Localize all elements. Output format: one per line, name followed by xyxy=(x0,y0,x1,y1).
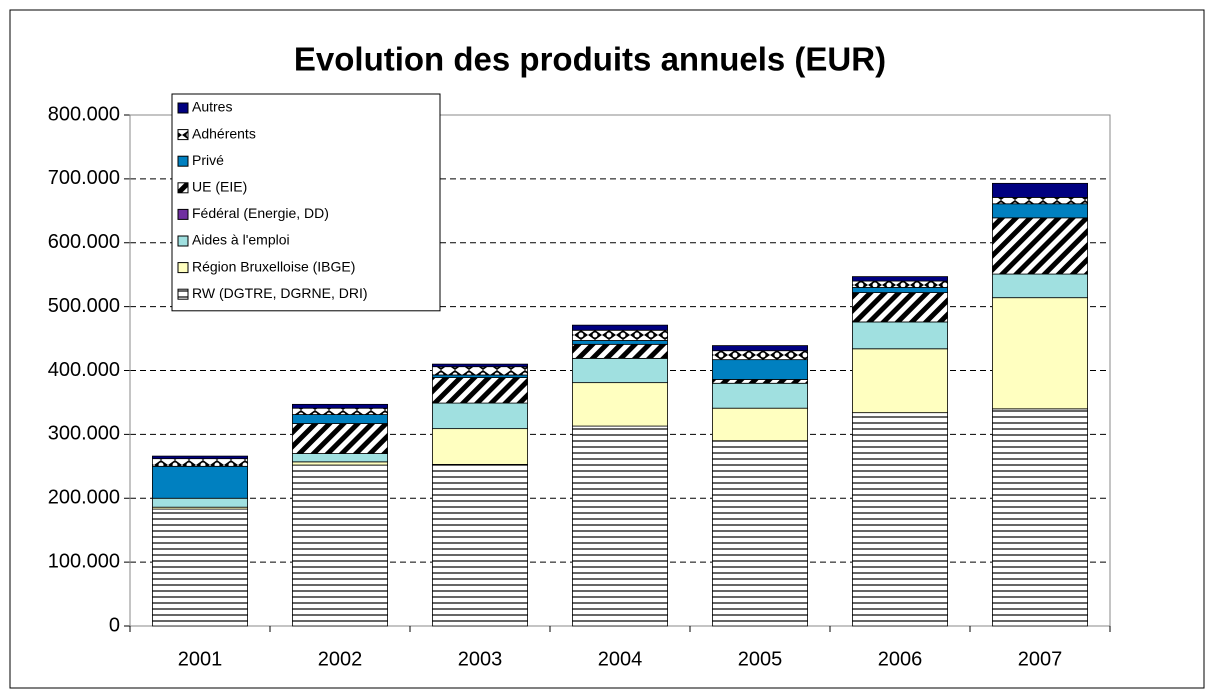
x-tick-label: 2007 xyxy=(1018,648,1063,670)
legend-label: Fédéral (Energie, DD) xyxy=(192,205,329,221)
bar-segment xyxy=(291,403,388,409)
bar-segment xyxy=(992,196,1089,205)
bar-segment xyxy=(852,292,949,323)
bar-segment xyxy=(151,497,248,508)
legend-swatch xyxy=(177,155,189,167)
chart-title: Evolution des produits annuels (EUR) xyxy=(294,41,886,78)
bar-segment xyxy=(992,297,1089,410)
bar-segment xyxy=(291,407,388,415)
legend-label: Région Bruxelloise (IBGE) xyxy=(192,258,355,274)
bar-segment xyxy=(572,340,669,345)
y-tick-label: 300.000 xyxy=(48,423,120,445)
bar-segment xyxy=(151,465,248,499)
bar-segment xyxy=(852,412,949,627)
y-tick-label: 500.000 xyxy=(48,295,120,317)
x-tick-label: 2006 xyxy=(878,648,923,670)
x-tick-label: 2005 xyxy=(738,648,783,670)
bar-segment xyxy=(572,343,669,359)
bar-segment xyxy=(431,463,528,627)
y-tick-label: 700.000 xyxy=(48,167,120,189)
bar-segment xyxy=(712,379,809,384)
bar-segment xyxy=(712,350,809,361)
bar-segment xyxy=(431,363,528,368)
bar-segment xyxy=(431,366,528,376)
legend-swatch xyxy=(177,262,189,274)
legend-label: UE (EIE) xyxy=(192,179,247,195)
bar-segment xyxy=(712,440,809,627)
bar-segment xyxy=(852,280,949,288)
legend-swatch xyxy=(177,129,189,141)
bar-segment xyxy=(431,402,528,430)
bar-segment xyxy=(431,377,528,404)
y-tick-label: 100.000 xyxy=(48,550,120,572)
bar-segment xyxy=(291,461,388,466)
bar-segment xyxy=(572,329,669,341)
y-tick-label: 200.000 xyxy=(48,487,120,509)
bar-segment xyxy=(431,428,528,465)
bar-segment xyxy=(291,464,388,627)
bar-segment xyxy=(572,382,669,427)
bar-segment xyxy=(992,408,1089,627)
legend-swatch xyxy=(177,182,189,194)
legend-label: Aides à l'emploi xyxy=(192,232,290,248)
bar-segment xyxy=(852,276,949,282)
bar-segment xyxy=(852,348,949,414)
legend xyxy=(171,93,441,312)
bar-segment xyxy=(291,423,388,454)
legend-label: Autres xyxy=(192,99,232,115)
bar-segment xyxy=(151,508,248,627)
y-tick-label: 600.000 xyxy=(48,231,120,253)
legend-swatch xyxy=(177,102,189,114)
x-tick-label: 2003 xyxy=(458,648,503,670)
bar-segment xyxy=(572,357,669,384)
bar-segment xyxy=(572,324,669,331)
bar-segment xyxy=(291,453,388,463)
y-tick-label: 0 xyxy=(109,614,120,636)
bar-segment xyxy=(712,359,809,380)
y-tick-label: 400.000 xyxy=(48,359,120,381)
bar-segment xyxy=(992,217,1089,275)
legend-label: RW (DGTRE, DGRNE, DRI) xyxy=(192,285,368,301)
bar-segment xyxy=(992,182,1089,198)
legend-swatch xyxy=(177,235,189,247)
legend-label: Privé xyxy=(192,152,224,168)
bar-segment xyxy=(712,382,809,409)
bar-segment xyxy=(992,203,1089,219)
legend-swatch xyxy=(177,208,189,220)
bar-segment xyxy=(712,407,809,442)
x-tick-label: 2002 xyxy=(318,648,363,670)
bar-segment xyxy=(151,458,248,467)
y-tick-label: 800.000 xyxy=(48,103,120,125)
bar-segment xyxy=(291,414,388,424)
bar-segment xyxy=(992,273,1089,299)
x-tick-label: 2001 xyxy=(178,648,223,670)
bar-segment xyxy=(151,455,248,460)
x-tick-label: 2004 xyxy=(598,648,643,670)
bar-segment xyxy=(852,287,949,293)
legend-label: Adhérents xyxy=(192,125,256,141)
legend-swatch xyxy=(177,288,189,300)
bar-segment xyxy=(712,345,809,352)
bar-segment xyxy=(852,321,949,350)
bar-segment xyxy=(572,425,669,627)
